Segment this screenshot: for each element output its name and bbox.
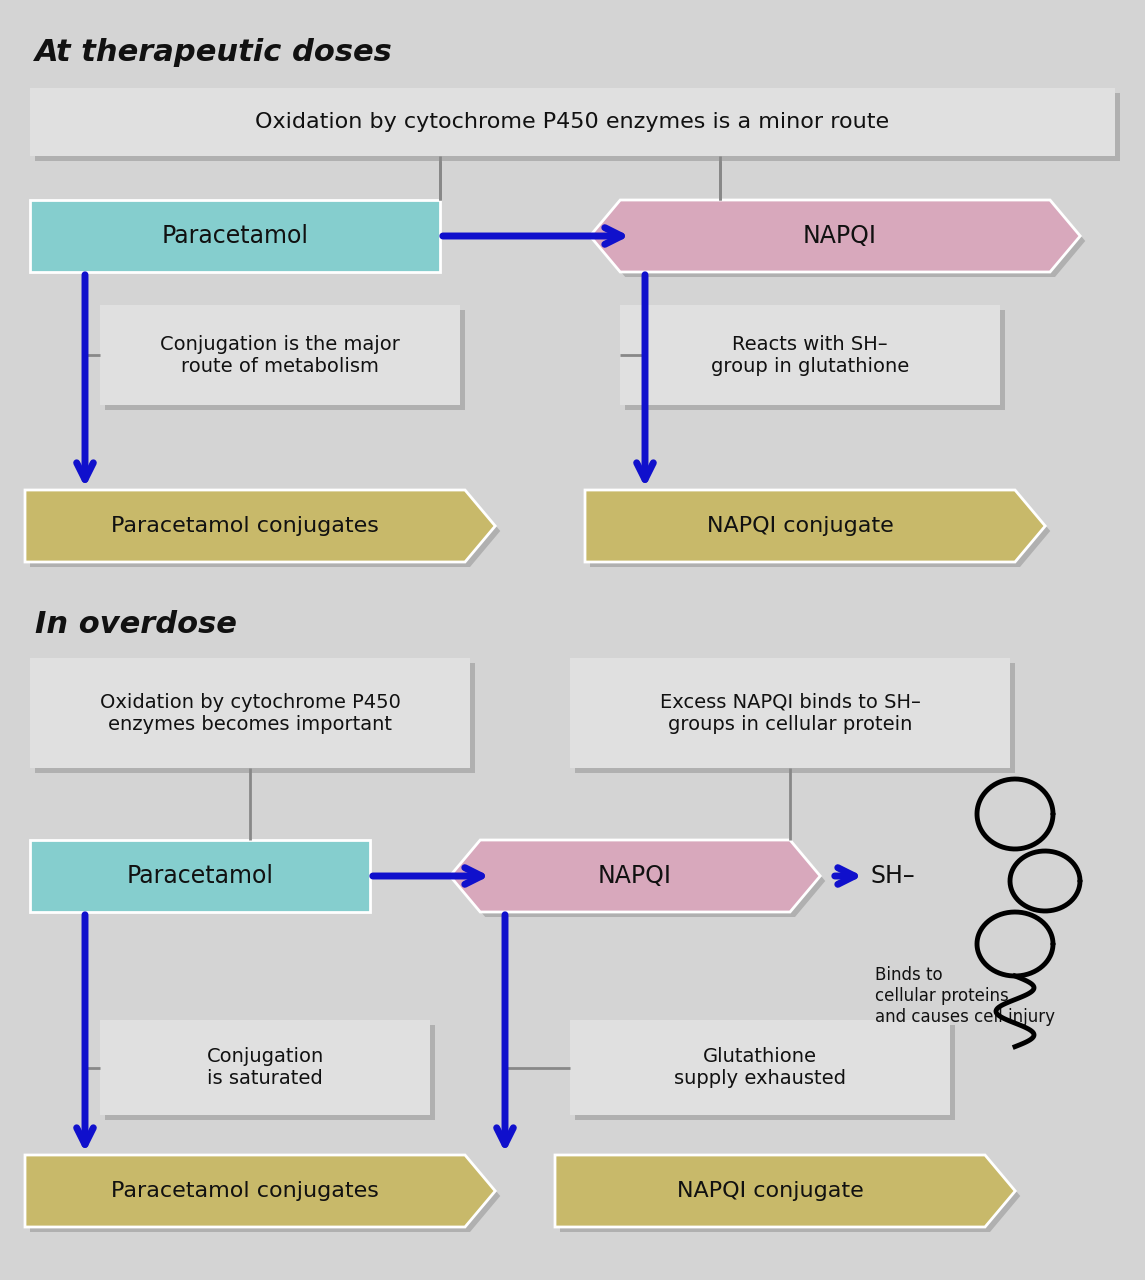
Polygon shape <box>450 840 820 911</box>
Polygon shape <box>590 495 1050 567</box>
Polygon shape <box>595 205 1085 276</box>
FancyBboxPatch shape <box>30 88 1115 156</box>
Text: NAPQI conjugate: NAPQI conjugate <box>706 516 893 536</box>
Polygon shape <box>30 495 500 567</box>
Polygon shape <box>590 200 1080 271</box>
FancyBboxPatch shape <box>570 658 1010 768</box>
Text: Paracetamol: Paracetamol <box>161 224 308 248</box>
Polygon shape <box>25 490 496 562</box>
Text: Binds to
cellular proteins
and causes cell injury: Binds to cellular proteins and causes ce… <box>875 966 1055 1025</box>
FancyBboxPatch shape <box>30 200 440 271</box>
FancyBboxPatch shape <box>100 1020 431 1115</box>
FancyBboxPatch shape <box>625 310 1005 410</box>
Polygon shape <box>560 1160 1020 1231</box>
FancyBboxPatch shape <box>100 305 460 404</box>
Polygon shape <box>30 1160 500 1231</box>
Text: Conjugation
is saturated: Conjugation is saturated <box>206 1047 324 1088</box>
Text: Paracetamol conjugates: Paracetamol conjugates <box>111 516 379 536</box>
Polygon shape <box>25 1155 496 1228</box>
FancyBboxPatch shape <box>105 310 465 410</box>
FancyBboxPatch shape <box>575 1025 955 1120</box>
Text: NAPQI conjugate: NAPQI conjugate <box>677 1181 863 1201</box>
Text: Glutathione
supply exhausted: Glutathione supply exhausted <box>674 1047 846 1088</box>
Text: NAPQI: NAPQI <box>803 224 877 248</box>
Text: In overdose: In overdose <box>35 611 237 639</box>
Text: NAPQI: NAPQI <box>598 864 672 888</box>
Text: Reacts with SH–
group in glutathione: Reacts with SH– group in glutathione <box>711 334 909 375</box>
FancyBboxPatch shape <box>575 663 1014 773</box>
Text: Excess NAPQI binds to SH–
groups in cellular protein: Excess NAPQI binds to SH– groups in cell… <box>660 692 921 733</box>
Text: Oxidation by cytochrome P450 enzymes is a minor route: Oxidation by cytochrome P450 enzymes is … <box>255 111 890 132</box>
Text: Paracetamol: Paracetamol <box>126 864 274 888</box>
FancyBboxPatch shape <box>570 1020 950 1115</box>
Text: SH–: SH– <box>870 864 915 888</box>
Text: Paracetamol conjugates: Paracetamol conjugates <box>111 1181 379 1201</box>
Polygon shape <box>555 1155 1016 1228</box>
Polygon shape <box>585 490 1045 562</box>
FancyBboxPatch shape <box>105 1025 435 1120</box>
FancyBboxPatch shape <box>35 93 1120 161</box>
FancyBboxPatch shape <box>35 663 475 773</box>
Polygon shape <box>455 845 826 916</box>
Text: Oxidation by cytochrome P450
enzymes becomes important: Oxidation by cytochrome P450 enzymes bec… <box>100 692 401 733</box>
Text: At therapeutic doses: At therapeutic doses <box>35 38 393 67</box>
Text: Conjugation is the major
route of metabolism: Conjugation is the major route of metabo… <box>160 334 400 375</box>
FancyBboxPatch shape <box>30 840 370 911</box>
FancyBboxPatch shape <box>30 658 469 768</box>
FancyBboxPatch shape <box>619 305 1000 404</box>
